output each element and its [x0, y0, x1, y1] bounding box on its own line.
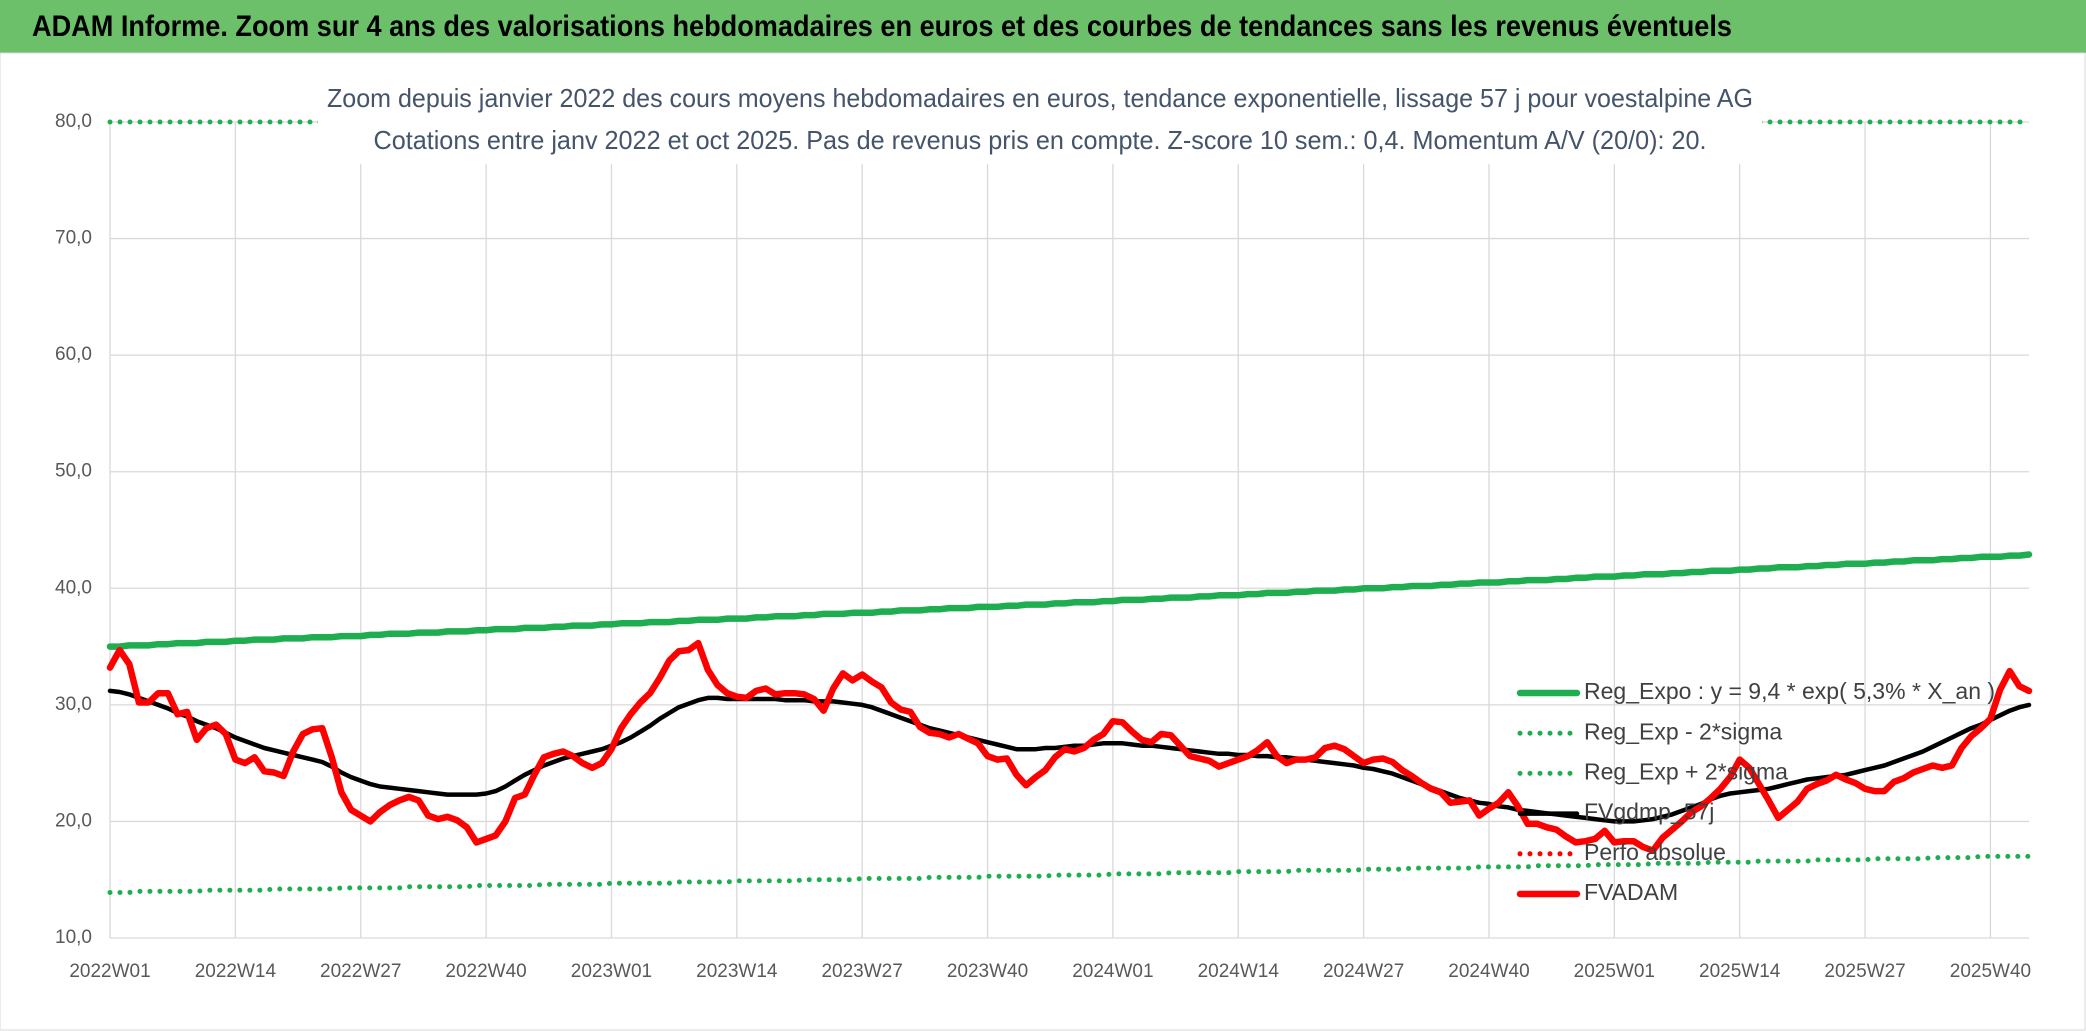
series-line: [106, 639, 2033, 854]
x-tick-label: 2024W27: [1323, 961, 1404, 982]
y-tick-label: 70,0: [55, 228, 92, 249]
x-tick-label: 2023W14: [696, 961, 778, 982]
x-tick-label: 2024W40: [1448, 961, 1529, 982]
x-tick-label: 2025W01: [1574, 961, 1655, 982]
x-tick-label: 2024W14: [1198, 961, 1280, 982]
y-tick-label: 80,0: [55, 111, 92, 132]
y-tick-label: 50,0: [55, 461, 92, 482]
x-tick-label: 2022W01: [69, 961, 150, 982]
x-tick-label: 2023W01: [571, 961, 652, 982]
legend-label: FVgdmp_57j: [1584, 799, 1714, 825]
x-tick-label: 2023W27: [821, 961, 902, 982]
x-tick-label: 2022W40: [445, 961, 526, 982]
series-line: [107, 853, 2032, 895]
chart-subtitle: Cotations entre janv 2022 et oct 2025. P…: [374, 125, 1707, 155]
legend-label: Reg_Exp + 2*sigma: [1584, 758, 1788, 784]
header-title: ADAM Informe. Zoom sur 4 ans des valoris…: [32, 10, 1732, 43]
legend-label: Reg_Exp - 2*sigma: [1584, 718, 1782, 744]
x-tick-label: 2025W40: [1950, 961, 2031, 982]
chart-title: Zoom depuis janvier 2022 des cours moyen…: [327, 83, 1753, 113]
chart-frame: [0, 52, 2086, 1031]
y-tick-label: 20,0: [55, 810, 92, 831]
y-tick-label: 40,0: [55, 577, 92, 598]
y-tick-label: 30,0: [55, 694, 92, 715]
legend-label: Reg_Expo : y = 9,4 * exp( 5,3% * X_an ): [1584, 678, 1995, 704]
header-band: [0, 0, 2086, 53]
legend-label: Perfo absolue: [1584, 839, 1726, 865]
y-tick-label: 60,0: [55, 344, 92, 365]
title-box: [318, 80, 1762, 164]
x-tick-label: 2025W27: [1824, 961, 1905, 982]
x-tick-label: 2023W40: [947, 961, 1028, 982]
x-tick-label: 2022W14: [195, 961, 277, 982]
x-tick-label: 2022W27: [320, 961, 401, 982]
x-tick-label: 2024W01: [1072, 961, 1153, 982]
x-tick-label: 2025W14: [1699, 961, 1781, 982]
series-line: [106, 551, 2033, 650]
y-tick-label: 10,0: [55, 927, 92, 948]
legend-label: FVADAM: [1584, 879, 1678, 905]
